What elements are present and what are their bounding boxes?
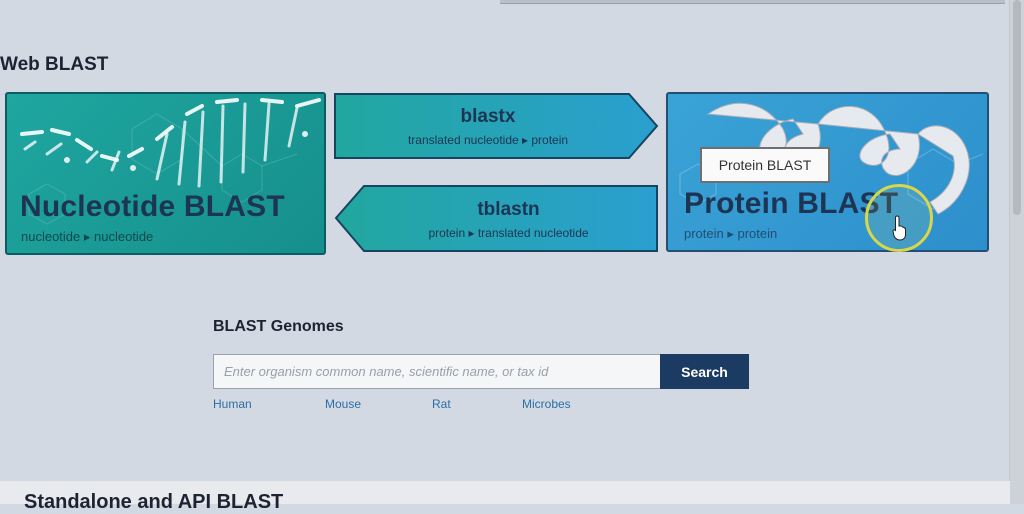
organism-search-input[interactable] bbox=[213, 354, 661, 389]
left-arrow-shape bbox=[334, 185, 658, 252]
search-button[interactable]: Search bbox=[660, 354, 749, 389]
blastx-subtitle: translated nucleotide ▸ protein bbox=[407, 133, 569, 147]
blastx-title: blastx bbox=[460, 106, 516, 127]
nucleotide-blast-card[interactable]: Nucleotide BLAST nucleotide ▸ nucleotide bbox=[5, 92, 326, 255]
right-arrow-shape bbox=[334, 93, 659, 159]
genome-link-microbes[interactable]: Microbes bbox=[522, 397, 571, 411]
hand-pointer-icon bbox=[892, 215, 906, 241]
protein-blast-tooltip: Protein BLAST bbox=[700, 147, 830, 183]
next-section-band bbox=[0, 481, 1010, 504]
genome-link-rat[interactable]: Rat bbox=[432, 397, 451, 411]
tblastn-subtitle: protein ▸ translated nucleotide bbox=[428, 226, 589, 240]
dna-helix-icon bbox=[20, 98, 321, 225]
protein-blast-title: Protein BLAST bbox=[684, 187, 899, 220]
standalone-api-blast-title: Standalone and API BLAST bbox=[24, 491, 284, 513]
section-title-web-blast: Web BLAST bbox=[0, 54, 109, 75]
protein-blast-subtitle: protein ▸ protein bbox=[684, 226, 778, 241]
blast-genomes-title: BLAST Genomes bbox=[213, 318, 344, 335]
blastx-button[interactable]: blastx translated nucleotide ▸ protein bbox=[333, 92, 659, 160]
tblastn-button[interactable]: tblastn protein ▸ translated nucleotide bbox=[334, 184, 659, 253]
nucleotide-blast-subtitle: nucleotide ▸ nucleotide bbox=[21, 229, 154, 244]
scrollbar-thumb[interactable] bbox=[1013, 0, 1021, 215]
genome-link-mouse[interactable]: Mouse bbox=[325, 397, 362, 411]
genome-link-human[interactable]: Human bbox=[213, 397, 252, 411]
tblastn-title: tblastn bbox=[477, 199, 540, 220]
top-panel-edge bbox=[500, 0, 1005, 4]
page-scrollbar[interactable] bbox=[1009, 0, 1024, 504]
nucleotide-blast-title: Nucleotide BLAST bbox=[20, 190, 285, 223]
